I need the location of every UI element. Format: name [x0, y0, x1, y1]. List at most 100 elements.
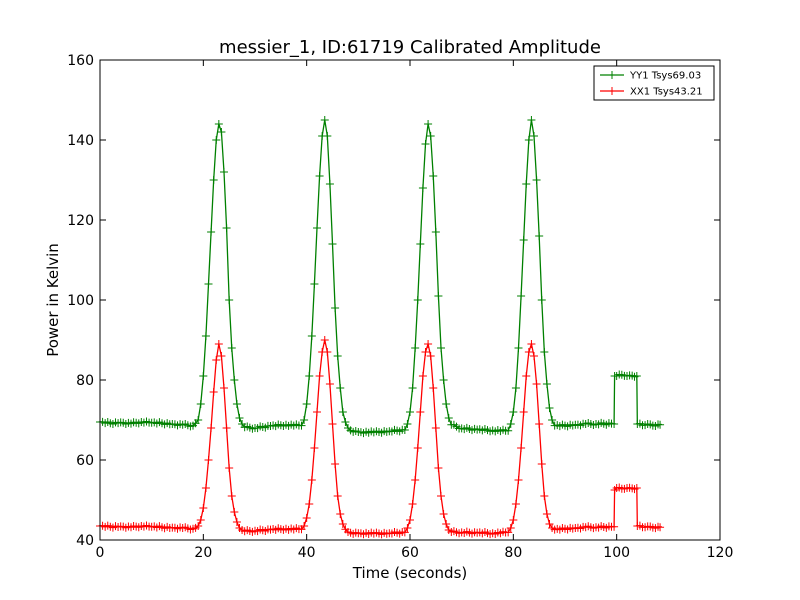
data-point-marker — [411, 344, 420, 352]
data-point-marker — [429, 172, 438, 180]
series-line — [99, 119, 661, 434]
data-point-marker — [212, 356, 221, 364]
data-point-marker — [302, 514, 311, 522]
data-point-marker — [220, 168, 228, 176]
data-point-marker — [333, 352, 342, 360]
data-point-marker — [403, 524, 412, 532]
x-tick-label: 0 — [96, 545, 105, 561]
data-point-marker — [220, 384, 228, 392]
data-point-marker — [418, 184, 427, 192]
data-point-marker — [204, 456, 213, 464]
y-tick-label: 160 — [67, 53, 94, 69]
data-point-marker — [434, 464, 443, 472]
data-point-marker — [519, 408, 528, 416]
data-point-marker — [323, 348, 332, 356]
data-point-marker — [310, 444, 319, 452]
data-point-marker — [341, 418, 350, 426]
data-point-marker — [300, 416, 309, 424]
data-point-marker — [434, 292, 443, 300]
data-point-marker — [199, 372, 208, 380]
data-point-marker — [297, 421, 306, 430]
data-point-marker — [196, 400, 205, 408]
data-point-marker — [504, 528, 513, 537]
data-point-marker — [302, 400, 311, 408]
data-point-marker — [416, 408, 425, 416]
series-xx1 — [96, 336, 665, 539]
data-point-marker — [328, 420, 337, 428]
data-point-marker — [532, 176, 541, 184]
data-point-marker — [408, 384, 417, 392]
data-point-marker — [527, 340, 536, 348]
data-point-marker — [532, 380, 541, 388]
data-point-marker — [421, 348, 430, 356]
data-point-marker — [444, 414, 453, 422]
data-point-marker — [230, 376, 239, 384]
series-layer — [96, 116, 665, 539]
data-point-marker — [320, 336, 329, 344]
data-point-marker — [524, 136, 533, 144]
data-point-marker — [632, 372, 641, 380]
series-line — [99, 339, 661, 536]
data-point-marker — [331, 460, 340, 468]
data-point-marker — [442, 520, 451, 528]
data-point-marker — [509, 516, 518, 524]
data-point-marker — [542, 510, 551, 518]
legend-box — [593, 65, 715, 101]
data-point-marker — [310, 280, 319, 288]
data-point-marker — [336, 384, 345, 392]
data-point-marker — [300, 522, 309, 530]
data-point-marker — [307, 332, 316, 340]
data-point-marker — [222, 224, 231, 232]
data-point-marker — [214, 340, 223, 348]
data-point-marker — [209, 176, 218, 184]
x-tick-label: 100 — [603, 545, 630, 561]
legend-entry: YY1 Tsys69.03 — [600, 71, 701, 82]
data-point-marker — [426, 352, 435, 360]
data-point-marker — [408, 500, 417, 508]
data-point-marker — [336, 510, 345, 518]
data-point-marker — [426, 132, 435, 140]
data-point-marker — [522, 180, 531, 188]
data-point-marker — [232, 400, 241, 408]
data-point-marker — [517, 444, 526, 452]
legend-label: XX1 Tsys43.21 — [630, 87, 703, 98]
y-axis: 40 60 80 100 120 140 160 — [67, 53, 720, 549]
x-tick-label: 40 — [298, 545, 316, 561]
data-point-marker — [194, 416, 203, 424]
data-point-marker — [416, 240, 425, 248]
data-point-marker — [217, 128, 226, 136]
data-point-marker — [230, 508, 239, 516]
y-tick-label: 60 — [76, 453, 94, 469]
data-point-marker — [315, 172, 324, 180]
data-point-marker — [527, 116, 536, 124]
data-point-marker — [511, 500, 520, 508]
y-tick-label: 80 — [76, 373, 94, 389]
x-axis-label: Time (seconds) — [352, 564, 468, 582]
data-point-marker — [506, 524, 515, 532]
data-point-marker — [212, 136, 221, 144]
data-point-marker — [509, 408, 518, 416]
data-point-marker — [235, 414, 244, 422]
data-point-marker — [305, 372, 314, 380]
data-point-marker — [325, 180, 334, 188]
data-point-marker — [519, 236, 528, 244]
data-point-marker — [232, 518, 241, 526]
data-point-marker — [537, 296, 546, 304]
data-point-marker — [514, 344, 523, 352]
y-axis-label: Power in Kelvin — [44, 243, 62, 357]
legend-label: YY1 Tsys69.03 — [629, 71, 701, 82]
data-point-marker — [406, 408, 414, 416]
data-point-marker — [207, 424, 216, 432]
data-point-marker — [522, 372, 531, 380]
x-tick-label: 80 — [504, 545, 522, 561]
data-point-marker — [207, 228, 216, 236]
data-point-marker — [511, 384, 520, 392]
data-point-marker — [338, 520, 347, 528]
data-point-marker — [320, 116, 329, 124]
legend-marker — [608, 87, 616, 95]
data-point-marker — [514, 476, 523, 484]
data-point-marker — [424, 340, 433, 348]
data-point-marker — [537, 460, 546, 468]
data-point-marker — [411, 476, 420, 484]
